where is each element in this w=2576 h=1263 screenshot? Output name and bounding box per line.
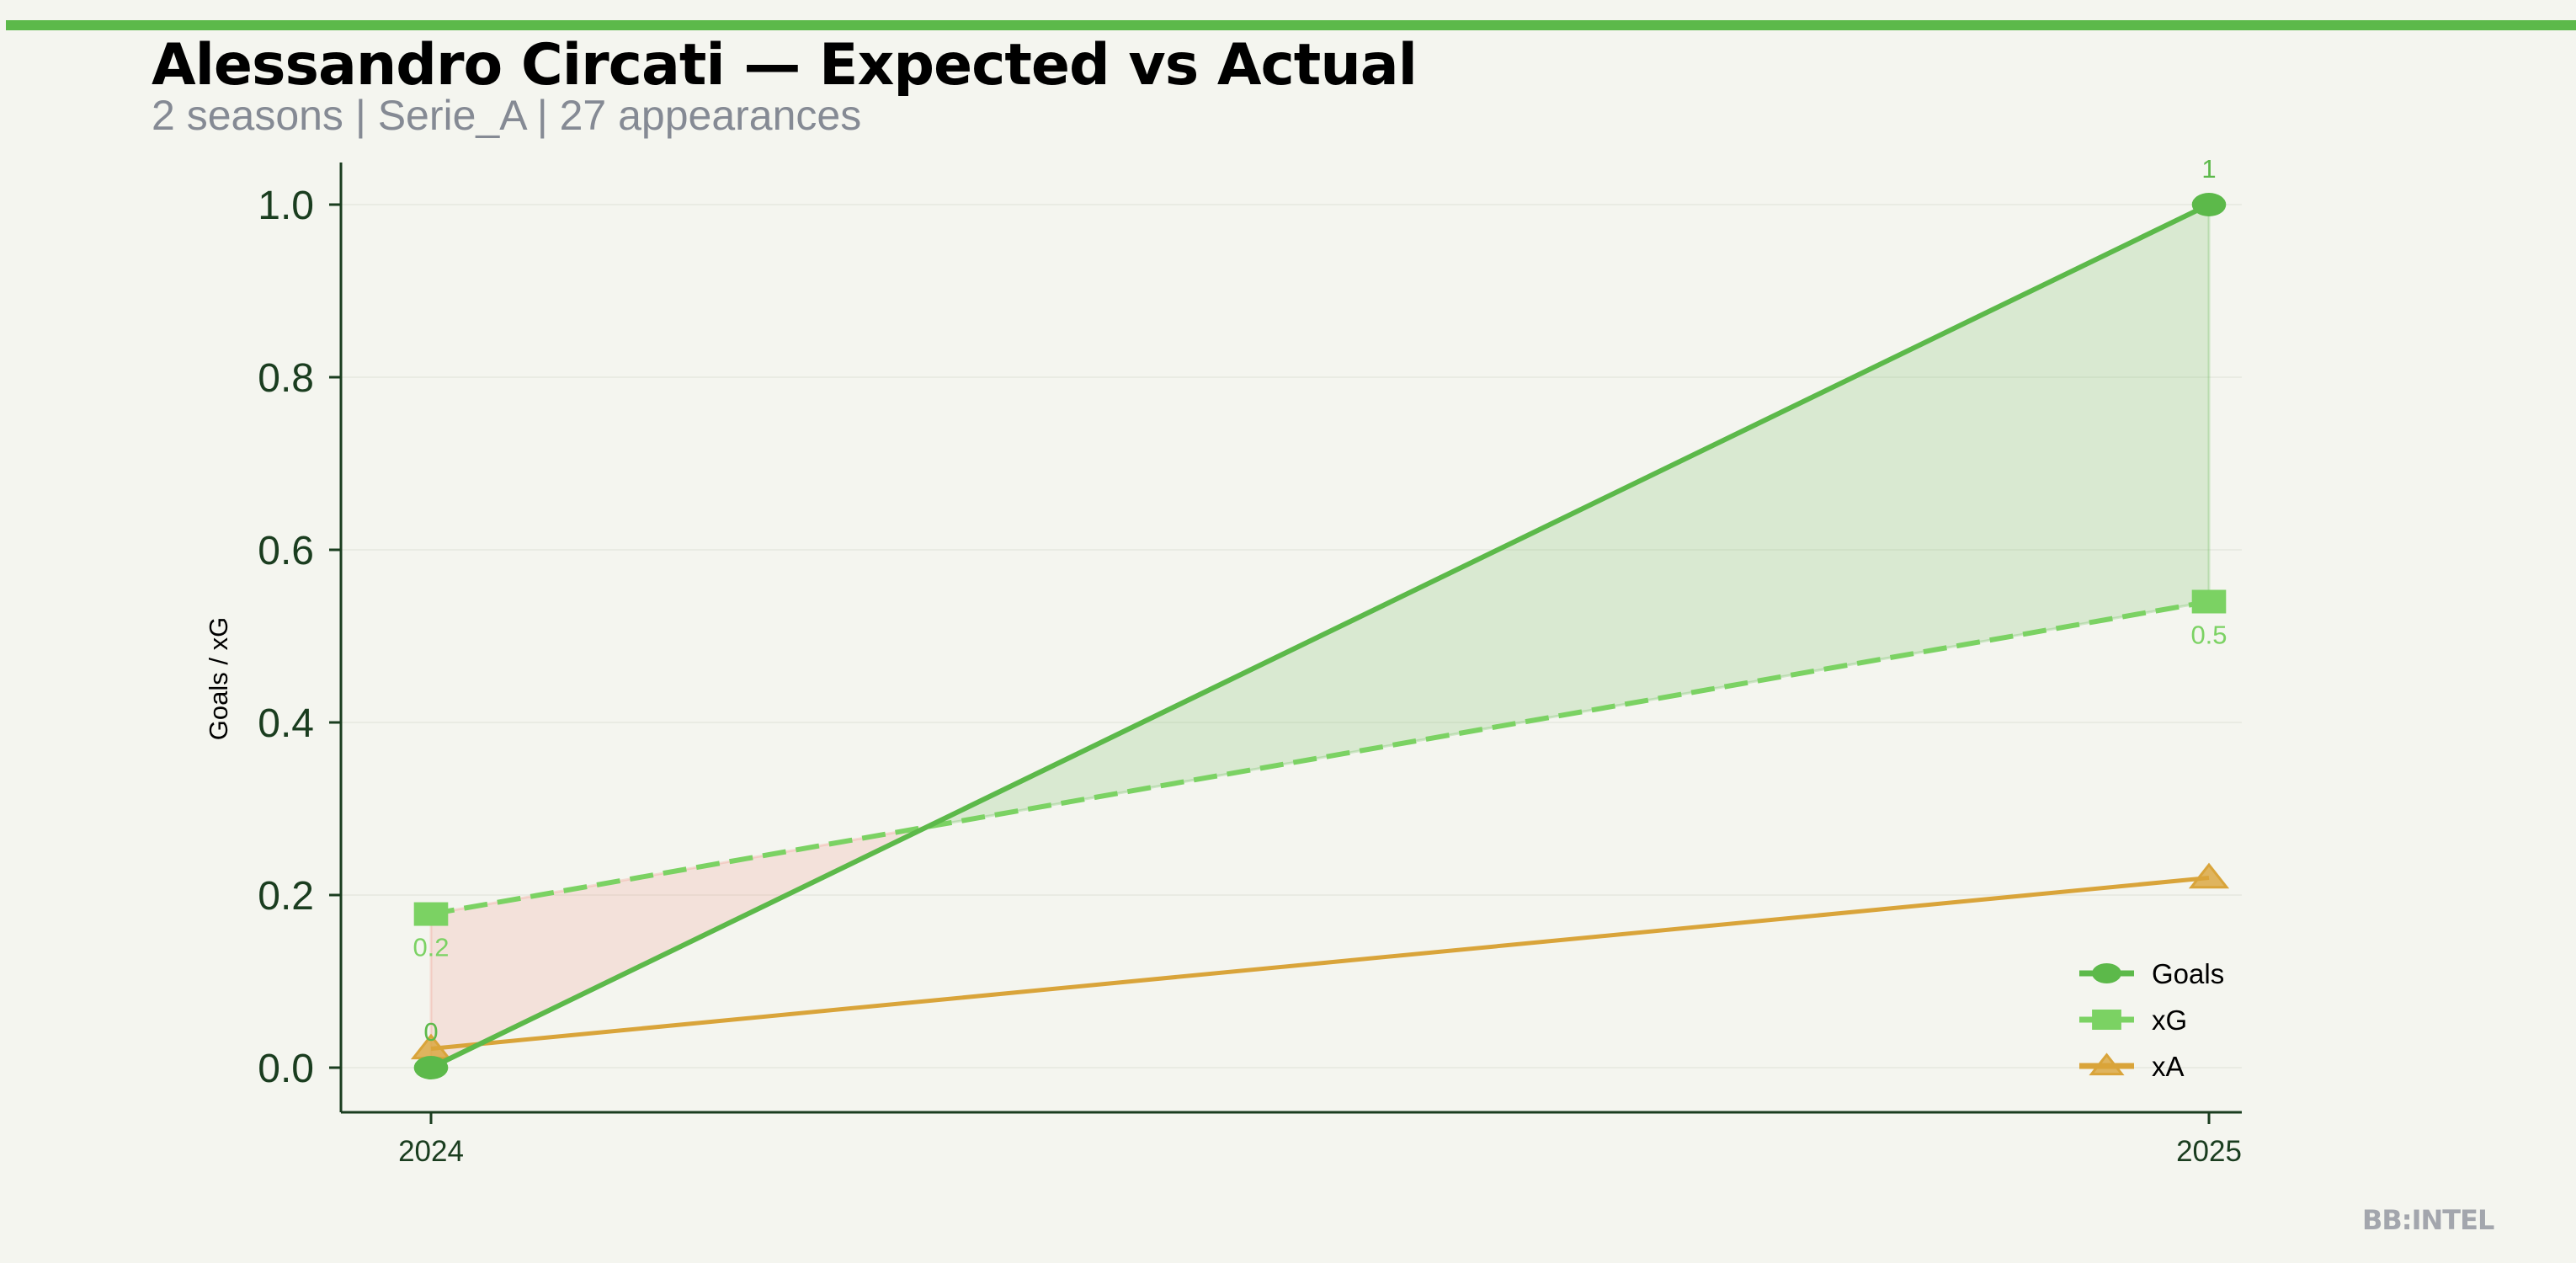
data-label-xg: 0.5	[2190, 621, 2227, 650]
legend-label-xg: xG	[2152, 1005, 2187, 1036]
legend: Goals xG xA	[2079, 958, 2224, 1082]
y-tick-label: 1.0	[258, 184, 314, 228]
legend-marker-xg	[2092, 1010, 2121, 1030]
data-point-goals	[413, 1056, 449, 1079]
chart-title: Alessandro Circati — Expected vs Actual	[152, 32, 1418, 99]
accent-bar	[6, 20, 2576, 30]
legend-marker-xa	[2089, 1052, 2125, 1076]
data-label-goals: 1	[2201, 154, 2216, 184]
data-point-xg	[2191, 589, 2227, 614]
y-tick-label: 0.4	[258, 701, 314, 746]
data-point-xa	[2188, 862, 2230, 889]
y-tick-label: 0.0	[258, 1047, 314, 1091]
legend-label-goals: Goals	[2152, 958, 2224, 989]
data-label-goals: 0	[423, 1017, 438, 1047]
data-label-xg: 0.2	[412, 933, 449, 962]
x-tick-label: 2024	[398, 1135, 464, 1168]
legend-label-xa: xA	[2152, 1051, 2185, 1082]
y-axis-label: Goals / xG	[204, 617, 233, 740]
series-line-goals	[429, 202, 2211, 1070]
chart-subtitle: 2 seasons | Serie_A | 27 appearances	[152, 92, 862, 139]
y-tick-label: 0.8	[258, 356, 314, 401]
data-point-xg	[413, 902, 449, 926]
series-line-xa	[430, 876, 2210, 1051]
legend-marker-goals	[2092, 963, 2121, 983]
series-line-xg	[430, 599, 2210, 917]
y-tick-label: 0.6	[258, 529, 314, 573]
x-tick-label: 2025	[2176, 1135, 2242, 1168]
data-point-goals	[2191, 193, 2227, 216]
y-tick-label: 0.2	[258, 874, 314, 919]
watermark: BB:INTEL	[2362, 1204, 2494, 1236]
